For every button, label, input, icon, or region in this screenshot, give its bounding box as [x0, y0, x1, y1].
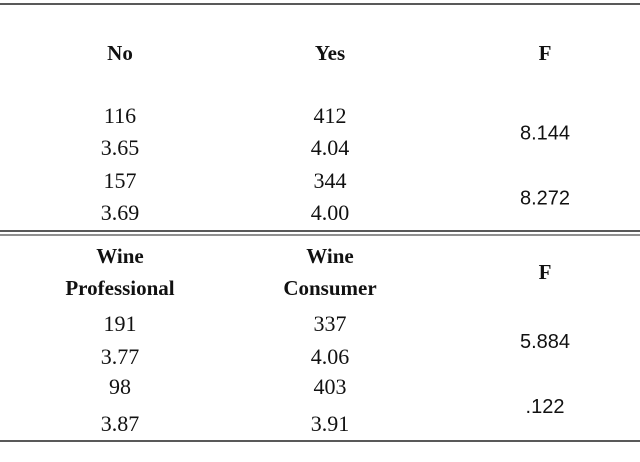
column-header: Yes — [315, 41, 345, 65]
cell: 157 — [104, 168, 137, 193]
cell: 4.06 — [311, 344, 350, 369]
cell: 3.87 — [101, 411, 140, 436]
cell: 403 — [314, 374, 347, 399]
cell: 344 — [314, 168, 347, 193]
cell: 98 — [109, 374, 131, 399]
cell: 4.04 — [311, 135, 350, 160]
f-value: .122 — [526, 396, 565, 418]
cell: 3.91 — [311, 411, 350, 436]
f-value: 5.884 — [520, 331, 570, 353]
column-header: Professional — [65, 276, 174, 300]
column-header: F — [539, 41, 552, 65]
column-header: F — [539, 260, 552, 284]
cell: 4.00 — [311, 200, 350, 225]
column-header: Wine — [96, 244, 143, 268]
cell: 3.65 — [101, 135, 140, 160]
f-value: 8.272 — [520, 187, 570, 209]
cell: 3.77 — [101, 344, 140, 369]
f-value: 8.144 — [520, 122, 570, 144]
column-header: No — [107, 41, 133, 65]
column-header: Wine — [306, 244, 353, 268]
cell: 412 — [314, 103, 347, 128]
cell: 191 — [104, 311, 137, 336]
cell: 337 — [314, 311, 347, 336]
column-header: Consumer — [283, 276, 376, 300]
cell: 116 — [104, 103, 136, 128]
cell: 3.69 — [101, 200, 140, 225]
